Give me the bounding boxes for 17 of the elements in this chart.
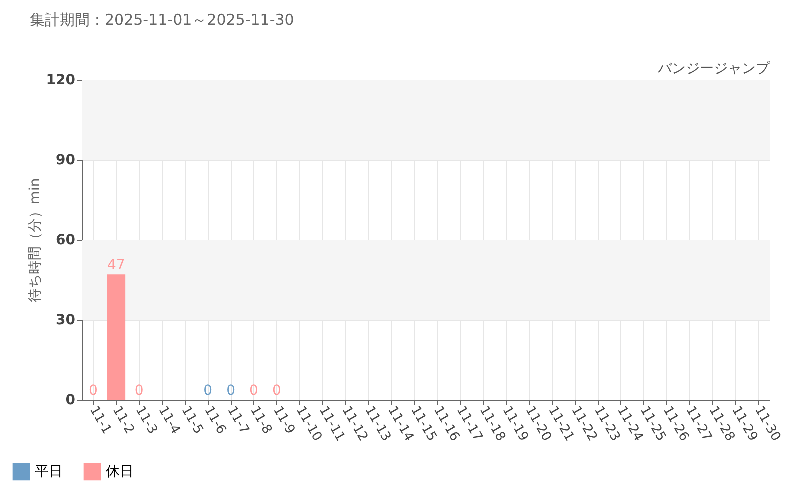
y-tick-label: 90 (56, 152, 76, 168)
data-label: 0 (204, 383, 213, 399)
data-label: 0 (89, 383, 98, 399)
y-tick-label: 30 (56, 312, 76, 328)
y-tick-label: 60 (56, 232, 76, 248)
chart-title: 集計期間：2025-11-01～2025-11-30 (30, 11, 294, 29)
data-label: 0 (272, 383, 282, 399)
data-label: 47 (107, 258, 126, 274)
y-axis-title: 待ち時間（分）min (27, 178, 44, 303)
y-tick-label: 0 (66, 392, 76, 408)
data-label: 0 (226, 383, 236, 399)
legend-label: 休日 (106, 464, 134, 480)
legend-label: 平日 (35, 464, 63, 480)
chart-subtitle: バンジージャンプ (657, 61, 771, 77)
data-label: 0 (134, 383, 144, 399)
y-tick-label: 120 (46, 72, 76, 88)
data-label: 0 (250, 383, 258, 399)
